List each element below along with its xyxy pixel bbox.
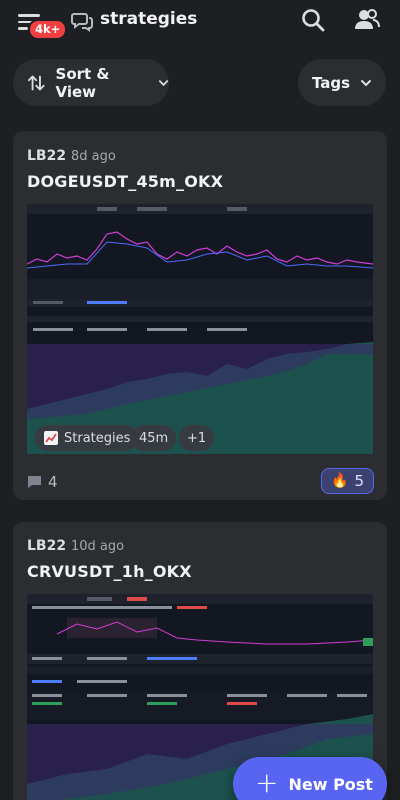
post-author: LB22 xyxy=(27,538,67,554)
tag-strategies[interactable]: Strategies xyxy=(35,425,139,451)
post-card[interactable]: LB22 10d ago CRVUSDT_1h_OKX xyxy=(13,522,387,800)
tag-label: Strategies xyxy=(64,430,131,446)
notification-badge: 4k+ xyxy=(28,19,68,40)
chart-increasing-icon xyxy=(43,430,59,446)
chevron-down-icon xyxy=(361,79,372,86)
members-icon[interactable] xyxy=(352,6,380,34)
channel-title: strategies xyxy=(100,9,198,29)
plus-icon: + xyxy=(255,765,279,799)
chat-bubble-icon xyxy=(28,476,41,488)
new-post-label: New Post xyxy=(288,774,373,794)
fire-emoji-icon: 🔥 xyxy=(331,473,349,489)
reaction-button[interactable]: 🔥 5 xyxy=(321,468,374,494)
tag-label: 45m xyxy=(139,430,169,446)
menu-button[interactable]: 4k+ xyxy=(14,8,68,40)
tag-more[interactable]: +1 xyxy=(179,425,215,451)
post-author: LB22 xyxy=(27,148,67,164)
post-card[interactable]: LB22 8d ago DOGEUSDT_45m_OKX xyxy=(13,131,387,500)
tag-timeframe[interactable]: 45m xyxy=(131,425,177,451)
reply-count-number: 4 xyxy=(48,473,58,491)
post-time: 8d ago xyxy=(71,149,116,164)
post-time: 10d ago xyxy=(71,539,125,554)
sort-arrows-icon xyxy=(27,75,45,90)
search-icon[interactable] xyxy=(300,7,326,33)
reply-count: 4 xyxy=(27,473,58,491)
sort-and-view-button[interactable]: Sort & View xyxy=(13,59,169,106)
tags-filter-button[interactable]: Tags xyxy=(298,59,386,106)
post-thumbnail-image xyxy=(27,204,373,454)
post-thumbnail-image xyxy=(27,594,373,800)
post-title: DOGEUSDT_45m_OKX xyxy=(27,172,224,191)
top-bar: 4k+ strategies xyxy=(0,0,400,44)
tags-label: Tags xyxy=(311,73,351,92)
sort-label: Sort & View xyxy=(55,64,110,101)
new-post-button[interactable]: + New Post xyxy=(233,757,387,800)
reaction-count: 5 xyxy=(354,472,364,490)
chevron-down-icon xyxy=(158,79,169,86)
forum-channel-icon xyxy=(71,13,93,32)
post-title: CRVUSDT_1h_OKX xyxy=(27,562,192,581)
tag-label: +1 xyxy=(187,430,207,446)
hamburger-icon xyxy=(18,14,40,30)
